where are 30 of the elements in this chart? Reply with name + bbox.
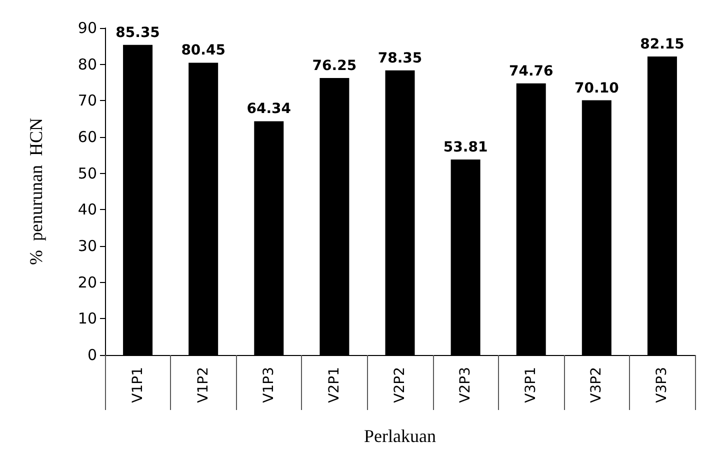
- data-label: 78.35: [378, 50, 422, 66]
- y-tick-label: 10: [78, 310, 97, 328]
- x-tick-label: V1P3: [260, 367, 277, 403]
- x-tick-label: V2P2: [392, 367, 408, 403]
- y-tick-label: 40: [78, 200, 97, 219]
- x-tick-label: V3P2: [588, 367, 605, 403]
- y-tick-label: 20: [78, 273, 97, 292]
- data-label: 82.15: [640, 36, 684, 53]
- data-label: 85.35: [116, 24, 160, 41]
- y-tick-label: 50: [78, 164, 97, 182]
- y-tick-label: 60: [78, 128, 97, 146]
- x-axis-title: Perlakuan: [364, 426, 436, 446]
- data-label: 80.45: [181, 42, 226, 59]
- y-tick-label: 30: [78, 237, 97, 255]
- y-tick-label: 90: [78, 19, 97, 37]
- x-tick-label: V2P3: [458, 367, 474, 403]
- x-tick-label: V1P2: [195, 367, 212, 403]
- data-label: 64.34: [246, 101, 292, 118]
- x-tick-label: V1P1: [130, 367, 146, 403]
- data-label: 70.10: [574, 80, 620, 96]
- data-label: 74.76: [508, 63, 554, 80]
- x-tick-label: V3P3: [654, 367, 670, 403]
- x-tick-label: V3P1: [523, 367, 540, 403]
- x-tick-label: V2P1: [326, 367, 342, 403]
- y-tick-label: 0: [87, 346, 97, 364]
- data-label: 76.25: [312, 58, 357, 74]
- y-tick-label: 70: [78, 92, 97, 110]
- data-label: 53.81: [443, 139, 488, 156]
- y-tick-label: 80: [78, 55, 97, 74]
- y-axis-title: % penurunan HCN: [26, 118, 46, 265]
